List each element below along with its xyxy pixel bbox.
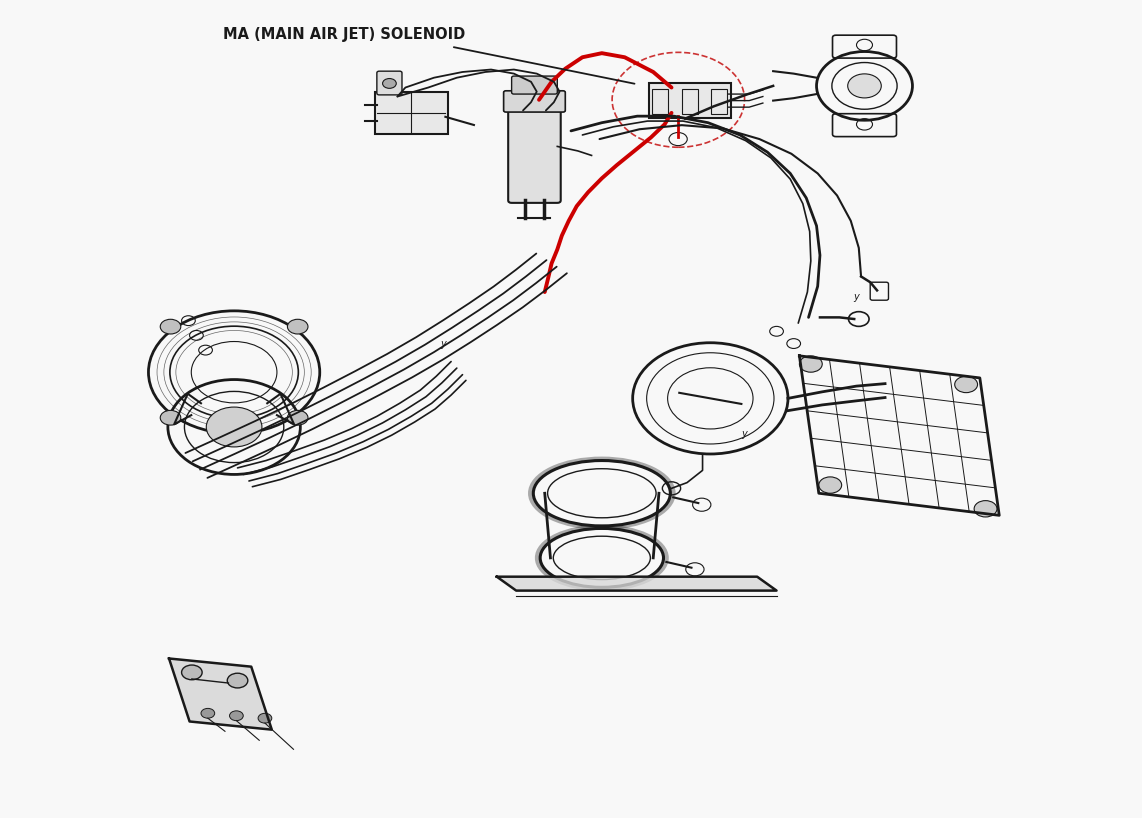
Polygon shape xyxy=(169,658,272,730)
Circle shape xyxy=(160,411,180,425)
Circle shape xyxy=(207,407,262,447)
Circle shape xyxy=(227,673,248,688)
Polygon shape xyxy=(497,577,777,591)
Circle shape xyxy=(288,411,308,425)
FancyBboxPatch shape xyxy=(377,71,402,95)
Text: y: y xyxy=(741,429,748,438)
Circle shape xyxy=(955,376,978,393)
Circle shape xyxy=(230,711,243,721)
FancyBboxPatch shape xyxy=(504,91,565,112)
Text: y: y xyxy=(440,339,447,348)
Circle shape xyxy=(160,319,180,334)
FancyBboxPatch shape xyxy=(375,92,448,134)
Circle shape xyxy=(182,665,202,680)
Circle shape xyxy=(974,501,997,517)
FancyBboxPatch shape xyxy=(508,108,561,203)
Circle shape xyxy=(201,708,215,718)
Circle shape xyxy=(288,319,308,334)
Text: y: y xyxy=(853,292,860,302)
Text: MA (MAIN AIR JET) SOLENOID: MA (MAIN AIR JET) SOLENOID xyxy=(223,27,465,42)
Circle shape xyxy=(383,79,396,88)
Circle shape xyxy=(258,713,272,723)
FancyBboxPatch shape xyxy=(512,76,557,94)
FancyBboxPatch shape xyxy=(649,83,731,118)
Circle shape xyxy=(847,74,882,98)
Circle shape xyxy=(799,356,822,372)
Circle shape xyxy=(819,477,842,493)
